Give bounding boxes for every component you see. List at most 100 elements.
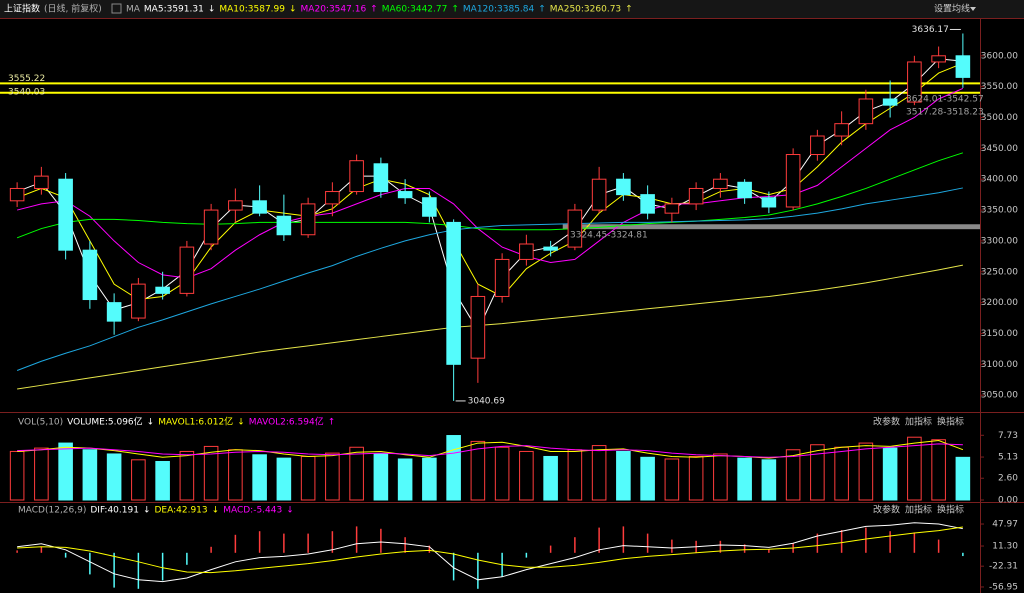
volume-bar bbox=[640, 456, 655, 501]
candle-body bbox=[373, 163, 389, 193]
volume-bar bbox=[494, 446, 510, 501]
y-tick-label: 3100.00 bbox=[981, 360, 1018, 370]
volume-bar bbox=[616, 450, 631, 501]
indicator-button[interactable]: 换指标 bbox=[937, 504, 964, 516]
indicator-button[interactable]: 换指标 bbox=[937, 416, 964, 428]
volume-bar bbox=[519, 450, 534, 501]
settings-button[interactable]: 设置均线 bbox=[934, 3, 970, 15]
volume-bar bbox=[931, 439, 946, 501]
y-tick-label: 2.60 bbox=[998, 474, 1018, 484]
ma-line bbox=[17, 87, 964, 279]
y-tick-label: 3350.00 bbox=[981, 206, 1018, 216]
volume-bar bbox=[470, 440, 486, 501]
candle-body bbox=[640, 194, 655, 214]
y-tick-label: 7.73 bbox=[998, 431, 1018, 441]
candle-body bbox=[300, 203, 316, 236]
candle-body bbox=[931, 55, 946, 63]
y-tick-label: 3050.00 bbox=[981, 391, 1018, 401]
candle-body bbox=[82, 249, 98, 301]
volume-bar bbox=[422, 457, 437, 501]
volume-bar bbox=[82, 449, 98, 501]
volume-bar bbox=[349, 446, 364, 501]
volume-bar bbox=[179, 450, 195, 501]
volume-bar bbox=[882, 447, 898, 501]
y-tick-label: 47.97 bbox=[992, 520, 1018, 530]
vol-arrow: ↓ bbox=[147, 418, 155, 428]
macd-line bbox=[17, 526, 963, 574]
y-tick-label: 3550.00 bbox=[981, 82, 1018, 92]
support-band bbox=[562, 224, 980, 230]
y-tick-label: 3450.00 bbox=[981, 144, 1018, 154]
candle-body bbox=[955, 55, 971, 78]
period: (日线, 前复权) bbox=[44, 3, 102, 15]
ma-arrow: ↑ bbox=[370, 5, 378, 15]
volume-bar bbox=[713, 453, 728, 501]
volume-bar bbox=[688, 455, 704, 501]
volume-bar bbox=[34, 447, 49, 501]
indicator-button[interactable]: 加指标 bbox=[905, 416, 932, 428]
ma-arrow: ↓ bbox=[208, 5, 216, 15]
y-tick-label: 3250.00 bbox=[981, 267, 1018, 277]
symbol: 上证指数 bbox=[4, 3, 40, 15]
indicator-button[interactable]: 改参数 bbox=[873, 504, 900, 516]
mavol-legend: MAVOL1:6.012亿 bbox=[158, 416, 233, 428]
y-tick-label: 11.30 bbox=[992, 542, 1018, 552]
candle-body bbox=[688, 187, 704, 205]
macd-legend: DEA:42.913 bbox=[155, 506, 208, 516]
volume-bar bbox=[228, 449, 243, 501]
ma-line bbox=[16, 62, 964, 301]
candle-body bbox=[34, 175, 49, 189]
y-tick-label: 0.00 bbox=[998, 496, 1018, 506]
volume-bar bbox=[664, 458, 680, 501]
ma-arrow: ↓ bbox=[289, 5, 297, 15]
ma-legend: MA250:3260.73 bbox=[550, 5, 621, 15]
mavol-line bbox=[17, 443, 963, 458]
volume-bar bbox=[810, 444, 825, 501]
candle-body bbox=[616, 178, 631, 196]
ma-legend: MA5:3591.31 bbox=[144, 5, 204, 15]
volume-bar bbox=[300, 455, 316, 501]
volume-bar bbox=[9, 450, 25, 501]
volume-bar bbox=[252, 454, 267, 501]
y-tick-label: 3500.00 bbox=[981, 113, 1018, 123]
ma-line bbox=[16, 187, 963, 371]
header-bar bbox=[0, 0, 1024, 18]
candle-body bbox=[252, 200, 267, 214]
ma-arrow: ↑ bbox=[451, 5, 459, 15]
y-tick-label: -56.95 bbox=[989, 582, 1018, 592]
macd-legend: MACD:-5.443 bbox=[223, 506, 282, 516]
volume-bar bbox=[955, 456, 971, 501]
mavol-line bbox=[17, 440, 964, 459]
volume-bar bbox=[155, 460, 170, 501]
y-tick-label: 3400.00 bbox=[981, 175, 1018, 185]
macd-line bbox=[17, 522, 963, 583]
volume-bar bbox=[737, 457, 752, 501]
candle-body bbox=[834, 123, 849, 137]
candle-body bbox=[106, 302, 122, 322]
volume-bar bbox=[761, 459, 777, 501]
candle-body bbox=[131, 283, 146, 319]
ma-line bbox=[17, 264, 963, 390]
candle-body bbox=[519, 243, 534, 260]
indicator-button[interactable]: 改参数 bbox=[873, 416, 900, 428]
macd-arrow: ↓ bbox=[143, 506, 151, 516]
vol-legend: VOLUME:5.096亿 bbox=[67, 416, 143, 428]
y-tick-label: 5.13 bbox=[998, 453, 1018, 463]
y-tick-label: 3200.00 bbox=[981, 298, 1018, 308]
candle-body bbox=[785, 154, 801, 208]
icon bbox=[111, 3, 122, 14]
ma-label: MA bbox=[126, 5, 141, 15]
volume-bar bbox=[373, 453, 389, 501]
range-annotation: 3517.28-3518.23 bbox=[906, 108, 984, 118]
price-line-label: 3540.03 bbox=[8, 87, 45, 97]
indicator-button[interactable]: 加指标 bbox=[905, 504, 932, 516]
candle-body bbox=[907, 61, 922, 103]
volume-bar bbox=[203, 445, 219, 501]
volume-bar bbox=[325, 452, 340, 501]
ma-line bbox=[16, 152, 964, 239]
macd-arrow: ↓ bbox=[286, 506, 294, 516]
high-label: 3636.17 bbox=[912, 25, 949, 35]
volume-bar bbox=[591, 445, 607, 501]
